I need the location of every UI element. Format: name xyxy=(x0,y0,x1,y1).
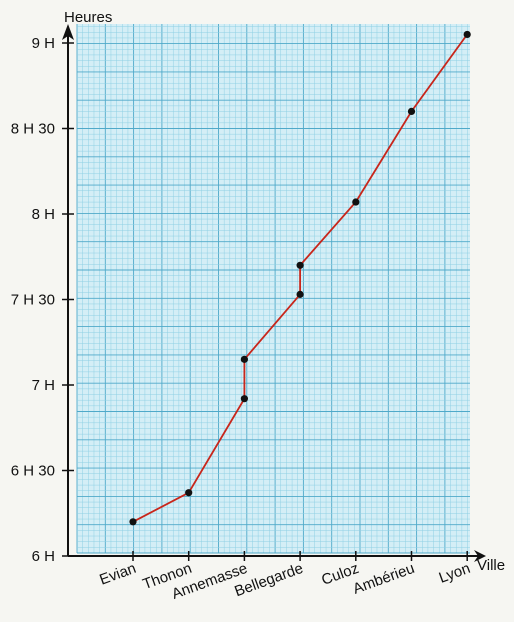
x-tick-label: Evian xyxy=(97,560,138,589)
plot-area xyxy=(77,24,470,553)
y-tick-label: 7 H 30 xyxy=(11,292,55,309)
y-tick-label: 6 H 30 xyxy=(11,463,55,480)
y-axis-arrow xyxy=(62,24,74,40)
data-point xyxy=(296,261,304,269)
data-point xyxy=(240,395,248,403)
y-tick-label: 9 H xyxy=(32,35,55,52)
data-point xyxy=(352,198,360,206)
y-tick-label: 8 H xyxy=(32,206,55,223)
data-point xyxy=(129,518,137,526)
data-point xyxy=(185,489,193,497)
y-tick-label: 6 H xyxy=(32,548,55,565)
data-point xyxy=(296,290,304,298)
x-axis-arrow xyxy=(474,550,486,562)
data-point xyxy=(463,30,471,39)
y-axis-title: Heures xyxy=(64,9,112,26)
x-tick-label: Ambérieu xyxy=(351,560,417,598)
data-point xyxy=(240,355,248,363)
y-tick-label: 8 H 30 xyxy=(11,121,55,138)
grid xyxy=(76,24,470,554)
x-axis-title: Ville xyxy=(477,557,505,574)
data-point xyxy=(407,107,416,115)
y-tick-label: 7 H xyxy=(32,377,55,394)
x-tick-label: Lyon xyxy=(437,560,473,587)
